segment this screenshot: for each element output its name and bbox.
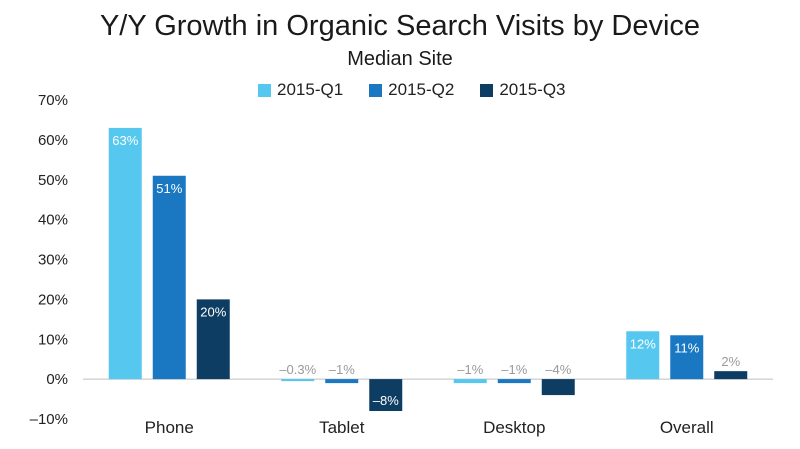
chart-subtitle: Median Site <box>347 48 453 70</box>
bar-2015-Q1-overall <box>626 331 660 380</box>
bar-2015-Q3-desktop <box>541 379 575 396</box>
chart-title: Y/Y Growth in Organic Search Visits by D… <box>99 10 701 42</box>
x-category-label: Overall <box>660 418 714 437</box>
bar-2015-Q1-desktop <box>453 379 487 384</box>
x-category-label: Tablet <box>319 418 365 437</box>
y-tick-label: 20% <box>38 291 68 308</box>
data-label: 2% <box>721 354 740 369</box>
data-label: –1% <box>329 362 355 377</box>
data-label: –1% <box>501 362 527 377</box>
data-label: –1% <box>457 362 483 377</box>
y-tick-label: 60% <box>38 132 68 149</box>
bar-2015-Q2-phone <box>152 175 186 380</box>
y-tick-label: 40% <box>38 212 68 229</box>
y-tick-label: 50% <box>38 172 68 189</box>
bar-2015-Q2-overall <box>670 335 704 380</box>
legend-swatch-q3 <box>480 83 494 97</box>
legend-item-q2: 2015-Q2 <box>369 80 454 100</box>
data-label: 20% <box>200 304 226 319</box>
data-label: 12% <box>630 336 656 351</box>
bar-2015-Q3-tablet <box>369 379 403 412</box>
x-category-label: Phone <box>145 418 194 437</box>
data-label: 51% <box>156 181 182 196</box>
legend-swatch-q2 <box>369 83 383 97</box>
legend-label-q3: 2015-Q3 <box>499 80 566 99</box>
bar-2015-Q2-tablet <box>325 379 359 384</box>
y-tick-label: 30% <box>38 252 68 269</box>
x-category-label: Desktop <box>483 418 545 437</box>
y-tick-label: 10% <box>38 331 68 348</box>
y-tick-label: 70% <box>38 92 68 109</box>
bar-2015-Q1-phone <box>108 127 142 380</box>
legend-item-q1: 2015-Q1 <box>258 80 343 100</box>
y-tick-label: –10% <box>30 411 68 428</box>
bar-2015-Q3-overall <box>714 371 748 380</box>
data-label: 11% <box>674 340 699 355</box>
legend-label-q1: 2015-Q1 <box>277 80 344 99</box>
data-label: –4% <box>545 362 571 377</box>
legend-item-q3: 2015-Q3 <box>480 80 566 100</box>
data-label: 63% <box>112 133 138 148</box>
legend-swatch-q1 <box>258 83 271 97</box>
y-tick-label: 0% <box>46 371 68 388</box>
data-label: –0.3% <box>279 362 316 377</box>
bar-2015-Q2-desktop <box>497 379 531 384</box>
legend-label-q2: 2015-Q2 <box>388 80 455 99</box>
data-label: –8% <box>373 393 399 408</box>
bar-2015-Q1-tablet <box>281 379 315 382</box>
bar-2015-Q3-phone <box>196 299 230 380</box>
legend: 2015-Q1 2015-Q2 2015-Q3 <box>258 80 566 100</box>
